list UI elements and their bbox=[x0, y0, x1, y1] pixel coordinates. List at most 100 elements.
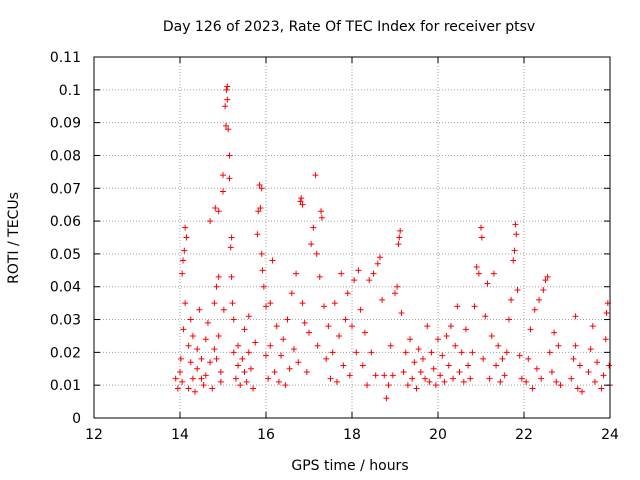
data-points bbox=[172, 83, 613, 402]
data-point bbox=[265, 375, 272, 382]
data-point bbox=[323, 355, 330, 362]
data-point bbox=[213, 283, 220, 290]
y-axis-label: ROTI / TECUs bbox=[6, 192, 22, 284]
data-point bbox=[395, 241, 402, 248]
data-point bbox=[239, 355, 246, 362]
data-point bbox=[215, 332, 222, 339]
data-point bbox=[222, 103, 229, 110]
data-point bbox=[585, 369, 592, 376]
y-tick-label: 0.07 bbox=[50, 181, 81, 197]
data-point bbox=[548, 369, 555, 376]
data-point bbox=[366, 277, 373, 284]
data-point bbox=[202, 372, 209, 379]
data-point bbox=[376, 254, 383, 261]
data-point bbox=[445, 362, 452, 369]
data-point bbox=[469, 349, 476, 356]
data-point bbox=[551, 329, 558, 336]
x-tick-label: 20 bbox=[429, 427, 447, 443]
data-point bbox=[458, 349, 465, 356]
data-point bbox=[230, 316, 237, 323]
data-point bbox=[228, 273, 235, 280]
data-point bbox=[546, 349, 553, 356]
data-point bbox=[245, 313, 252, 320]
data-point bbox=[318, 214, 325, 221]
data-point bbox=[465, 362, 472, 369]
data-point bbox=[555, 342, 562, 349]
data-point bbox=[402, 349, 409, 356]
data-point bbox=[447, 323, 454, 330]
data-point bbox=[314, 342, 321, 349]
data-point bbox=[389, 372, 396, 379]
data-point bbox=[278, 352, 285, 359]
data-point bbox=[387, 342, 394, 349]
data-point bbox=[217, 369, 224, 376]
data-point bbox=[227, 244, 234, 251]
data-point bbox=[557, 382, 564, 389]
data-point bbox=[185, 385, 192, 392]
data-point bbox=[503, 349, 510, 356]
data-point bbox=[536, 296, 543, 303]
data-point bbox=[182, 300, 189, 307]
data-point bbox=[600, 372, 607, 379]
data-point bbox=[299, 201, 306, 208]
data-point bbox=[256, 181, 263, 188]
data-point bbox=[475, 270, 482, 277]
data-point bbox=[432, 382, 439, 389]
data-point bbox=[428, 349, 435, 356]
data-point bbox=[273, 323, 280, 330]
data-point bbox=[460, 378, 467, 385]
y-tick-label: 0.02 bbox=[50, 345, 81, 361]
data-point bbox=[411, 359, 418, 366]
data-point bbox=[237, 382, 244, 389]
data-point bbox=[456, 369, 463, 376]
data-point bbox=[189, 375, 196, 382]
data-point bbox=[229, 300, 236, 307]
data-point bbox=[513, 231, 520, 238]
data-point bbox=[603, 309, 610, 316]
data-point bbox=[516, 352, 523, 359]
data-point bbox=[204, 319, 211, 326]
data-point bbox=[192, 388, 199, 395]
data-point bbox=[589, 323, 596, 330]
data-point bbox=[370, 270, 377, 277]
data-point bbox=[243, 378, 250, 385]
data-point bbox=[473, 264, 480, 271]
data-point bbox=[297, 198, 304, 205]
data-point bbox=[454, 303, 461, 310]
data-point bbox=[215, 208, 222, 215]
data-point bbox=[511, 247, 518, 254]
data-point bbox=[471, 303, 478, 310]
data-point bbox=[318, 208, 325, 215]
data-point bbox=[484, 280, 491, 287]
data-point bbox=[187, 316, 194, 323]
data-point bbox=[267, 300, 274, 307]
y-tick-label: 0.03 bbox=[50, 313, 81, 329]
data-point bbox=[298, 195, 305, 202]
data-point bbox=[207, 218, 214, 225]
data-point bbox=[404, 382, 411, 389]
data-point bbox=[306, 329, 312, 336]
data-point bbox=[245, 349, 252, 356]
data-point bbox=[529, 385, 536, 392]
data-point bbox=[482, 313, 489, 320]
data-point bbox=[226, 175, 233, 182]
data-point bbox=[183, 234, 190, 241]
data-point bbox=[254, 231, 261, 238]
data-point bbox=[490, 270, 497, 277]
data-point bbox=[288, 290, 295, 297]
data-point bbox=[531, 306, 538, 313]
data-point bbox=[351, 277, 358, 284]
data-point bbox=[269, 257, 276, 264]
data-point bbox=[282, 382, 289, 389]
data-point bbox=[275, 378, 282, 385]
data-point bbox=[187, 359, 194, 366]
data-point bbox=[518, 375, 525, 382]
data-point bbox=[255, 208, 262, 215]
x-tick-label: 24 bbox=[601, 427, 619, 443]
data-point bbox=[525, 355, 532, 362]
data-point bbox=[241, 369, 248, 376]
data-point bbox=[355, 267, 362, 274]
x-axis-label: GPS time / hours bbox=[291, 458, 408, 474]
data-point bbox=[325, 323, 332, 330]
data-point bbox=[310, 224, 317, 231]
